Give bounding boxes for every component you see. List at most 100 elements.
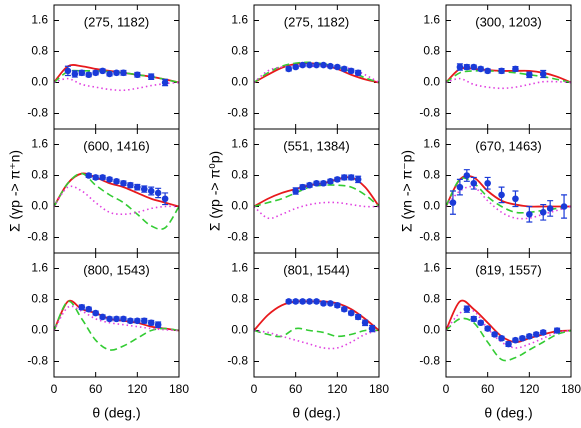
data-point <box>354 69 362 77</box>
data-point <box>477 319 485 327</box>
data-point <box>71 70 79 78</box>
y-tick-label: 0.0 <box>31 75 48 89</box>
data-point <box>526 333 533 340</box>
y-tick-label: 0.8 <box>231 44 248 58</box>
panel: -0.8 0.0 0.8 1.6 0 60 120 180 (819, 1557) θ (deg.… <box>419 252 581 421</box>
plot-area <box>54 64 179 92</box>
data-point <box>463 172 471 179</box>
data-point <box>154 189 162 197</box>
y-tick-label: 1.6 <box>31 261 48 275</box>
x-tick-label: 0 <box>251 382 258 396</box>
y-tick-label: 0.8 <box>231 168 248 182</box>
data-point <box>299 61 306 69</box>
data-point <box>306 61 313 69</box>
data-point <box>99 67 106 75</box>
y-tick-label: 1.6 <box>231 261 248 275</box>
data-point <box>463 305 471 313</box>
y-axis-label: Σ (γn -> π⁻p) <box>399 150 415 232</box>
data-point <box>147 73 155 80</box>
curve <box>446 317 571 362</box>
curve <box>54 305 179 332</box>
data-point <box>127 317 134 325</box>
x-tick-label: 180 <box>369 382 389 396</box>
x-tick-label: 0 <box>443 382 450 396</box>
curve <box>446 308 571 349</box>
plot-area <box>54 299 179 351</box>
curve <box>446 77 571 90</box>
panel: -0.8 0.0 0.8 1.6 0 60 120 180 (801, 1544) θ (deg.… <box>227 252 389 421</box>
curve <box>254 201 379 220</box>
curve <box>254 329 379 350</box>
plot-area <box>54 172 179 231</box>
y-tick-label: 0.8 <box>423 292 440 306</box>
data-point <box>92 309 99 317</box>
data-point <box>161 79 169 86</box>
panel: -0.8 0.0 0.8 1.6 (670, 1463) Σ (γn -> π⁻p) <box>399 128 572 254</box>
plot-area <box>446 63 571 90</box>
data-point <box>484 179 491 187</box>
data-point <box>313 179 320 187</box>
x-tick-label: 60 <box>89 382 103 396</box>
x-tick-label: 120 <box>127 382 147 396</box>
panel-title: (300, 1203) <box>475 14 542 29</box>
curve <box>446 299 571 344</box>
x-axis-label: θ (deg.) <box>292 405 340 421</box>
data-point <box>78 303 86 311</box>
data-point <box>463 63 471 71</box>
x-tick-label: 60 <box>481 382 495 396</box>
y-tick-label: -0.8 <box>27 106 48 120</box>
x-tick-label: 120 <box>327 382 347 396</box>
data-point <box>334 176 341 183</box>
y-tick-label: 0.0 <box>231 199 248 213</box>
data-point <box>456 183 464 191</box>
panel: -0.8 0.0 0.8 1.6 (300, 1203) <box>419 4 572 130</box>
plot-area <box>254 174 379 220</box>
data-point <box>512 65 519 73</box>
y-tick-label: 0.0 <box>231 323 248 337</box>
data-point <box>134 183 141 191</box>
data-point <box>113 69 120 77</box>
data-point <box>92 174 99 181</box>
data-point <box>306 181 313 189</box>
data-point <box>470 63 478 71</box>
y-tick-label: 1.6 <box>31 13 48 27</box>
data-point <box>106 70 113 78</box>
data-point <box>539 329 547 336</box>
data-point <box>106 315 113 323</box>
data-point <box>456 63 464 71</box>
data-point <box>134 71 141 79</box>
x-tick-label: 60 <box>289 382 303 396</box>
plot-area <box>254 61 379 84</box>
data-point <box>526 71 533 79</box>
plot-area <box>254 298 379 350</box>
data-point <box>368 325 376 332</box>
data-point <box>120 179 127 187</box>
curve <box>446 69 571 84</box>
data-point <box>147 319 155 327</box>
y-tick-label: -0.8 <box>27 230 48 244</box>
data-point <box>347 309 355 317</box>
curve <box>254 327 379 338</box>
data-point <box>140 185 148 193</box>
curve <box>54 172 179 231</box>
panel: -0.8 0.0 0.8 1.6 (275, 1182) <box>27 4 180 130</box>
y-tick-label: 0.8 <box>423 44 440 58</box>
data-point <box>78 69 86 77</box>
panel-title: (275, 1182) <box>84 14 150 29</box>
data-point <box>327 178 334 185</box>
data-point <box>285 65 293 73</box>
y-tick-label: 1.6 <box>231 13 248 27</box>
data-point <box>334 302 341 309</box>
data-point <box>292 63 299 71</box>
data-point <box>99 313 106 321</box>
data-point <box>113 315 120 323</box>
curve <box>446 185 571 220</box>
y-tick-label: -0.8 <box>227 106 248 120</box>
data-point <box>539 70 547 78</box>
panel-title: (800, 1543) <box>83 262 150 277</box>
data-point <box>85 305 93 313</box>
data-point <box>347 67 355 75</box>
data-point <box>470 315 478 323</box>
y-tick-label: 1.6 <box>423 13 440 27</box>
